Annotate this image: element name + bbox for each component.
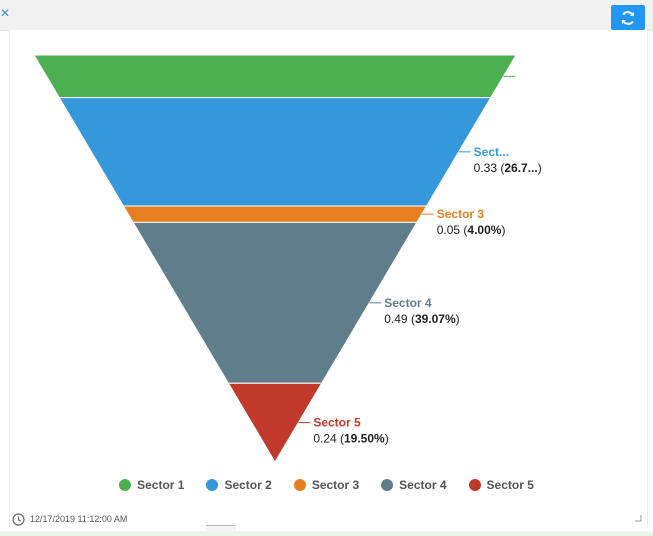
legend-item-sector-5[interactable]: Sector 5 <box>468 476 534 494</box>
chart-legend: Sector 1 Sector 2 Sector 3 Sector 4 Sect… <box>0 476 653 494</box>
clock-icon <box>12 512 25 526</box>
funnel-segment-1[interactable] <box>33 54 517 99</box>
legend-label: Sector 2 <box>224 478 272 492</box>
close-icon[interactable]: ✕ <box>0 6 11 20</box>
legend-label: Sector 5 <box>486 478 534 492</box>
bottom-strip <box>0 531 653 536</box>
segment-label-value-4: 0.49 (39.07%) <box>384 312 459 326</box>
funnel-segment-2[interactable] <box>58 97 492 207</box>
legend-marker <box>468 479 481 491</box>
legend-item-sector-1[interactable]: Sector 1 <box>119 476 184 494</box>
chart-footer: 12/17/2019 11:12:00 AM <box>12 511 127 527</box>
legend-label: Sector 3 <box>311 478 360 492</box>
legend-marker <box>119 479 132 491</box>
funnel-segment-3[interactable] <box>122 205 428 223</box>
segment-label-name-5: Sector 5 <box>313 416 361 430</box>
segment-label-value-5: 0.24 (19.50%) <box>313 432 388 446</box>
segment-label-value-2: 0.33 (26.7...) <box>474 161 542 175</box>
legend-label: Sector 4 <box>399 478 447 492</box>
segment-label-name-4: Sector 4 <box>384 296 432 310</box>
segment-label-name-3: Sector 3 <box>437 207 485 221</box>
legend-marker <box>381 479 394 491</box>
funnel-chart: Sect... 0.33 (26.7...) Sector 3 0.05 (4.00%… <box>33 54 542 463</box>
legend-item-sector-2[interactable]: Sector 2 <box>206 476 272 494</box>
legend-item-sector-3[interactable]: Sector 3 <box>293 476 360 494</box>
segment-label-name-2: Sect... <box>474 145 509 159</box>
legend-marker <box>206 479 219 491</box>
last-updated-timestamp: 12/17/2019 11:12:00 AM <box>30 514 128 524</box>
segment-label-value-3: 0.05 (4.00%) <box>437 223 506 237</box>
refresh-button[interactable] <box>611 5 645 30</box>
refresh-icon <box>622 10 634 25</box>
resize-grip-icon[interactable] <box>634 514 642 522</box>
legend-item-sector-4[interactable]: Sector 4 <box>381 476 447 494</box>
legend-label: Sector 1 <box>137 478 185 492</box>
legend-marker <box>293 479 306 491</box>
